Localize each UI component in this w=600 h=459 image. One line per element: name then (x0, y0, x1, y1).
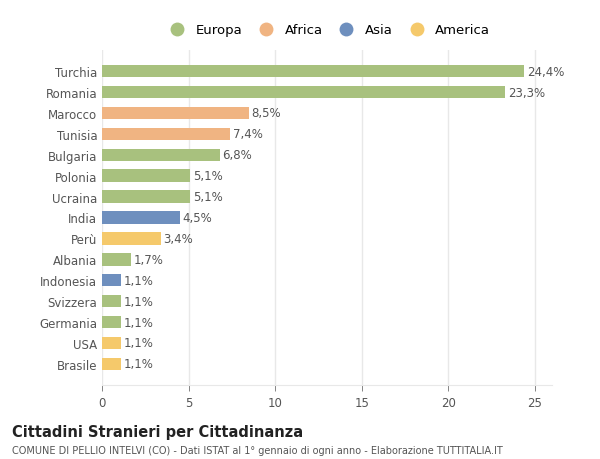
Text: COMUNE DI PELLIO INTELVI (CO) - Dati ISTAT al 1° gennaio di ogni anno - Elaboraz: COMUNE DI PELLIO INTELVI (CO) - Dati IST… (12, 445, 503, 455)
Text: 1,7%: 1,7% (134, 253, 164, 266)
Text: 23,3%: 23,3% (508, 86, 545, 99)
Text: 1,1%: 1,1% (124, 358, 154, 370)
Bar (102, 107, 249, 120)
Bar (102, 233, 161, 245)
Bar (102, 253, 131, 266)
Bar (102, 295, 121, 308)
Bar (102, 274, 121, 287)
Bar (102, 66, 524, 78)
Text: 8,5%: 8,5% (252, 107, 281, 120)
Text: 1,1%: 1,1% (124, 295, 154, 308)
Text: 4,5%: 4,5% (182, 212, 212, 224)
Text: 3,4%: 3,4% (163, 232, 193, 246)
Text: 5,1%: 5,1% (193, 170, 223, 183)
Bar (102, 129, 230, 141)
Text: Cittadini Stranieri per Cittadinanza: Cittadini Stranieri per Cittadinanza (12, 425, 303, 440)
Text: 1,1%: 1,1% (124, 316, 154, 329)
Bar (102, 87, 505, 99)
Text: 5,1%: 5,1% (193, 190, 223, 204)
Bar (102, 212, 180, 224)
Bar (102, 358, 121, 370)
Bar (102, 337, 121, 349)
Bar (102, 149, 220, 162)
Bar (102, 316, 121, 329)
Bar (102, 191, 190, 203)
Text: 1,1%: 1,1% (124, 337, 154, 350)
Text: 1,1%: 1,1% (124, 274, 154, 287)
Text: 6,8%: 6,8% (222, 149, 252, 162)
Bar (102, 170, 190, 183)
Text: 24,4%: 24,4% (527, 66, 564, 78)
Text: 7,4%: 7,4% (233, 128, 263, 141)
Legend: Europa, Africa, Asia, America: Europa, Africa, Asia, America (160, 20, 494, 41)
